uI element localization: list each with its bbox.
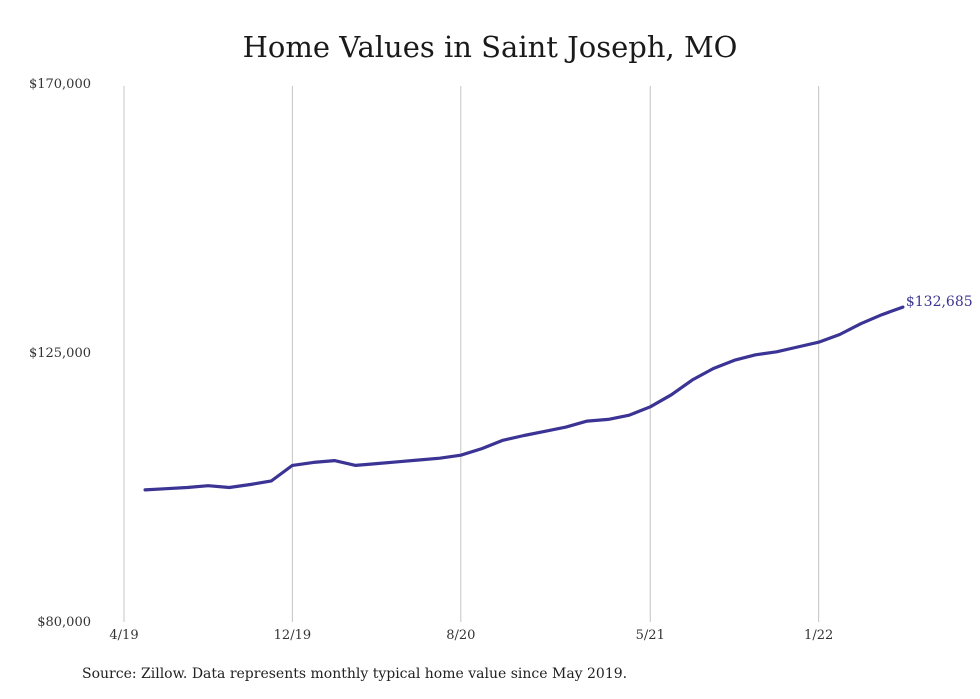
y-tick-label: $80,000: [37, 615, 91, 630]
y-tick-label: $125,000: [29, 346, 91, 361]
end-value-label: $132,685: [906, 294, 973, 310]
chart-title: Home Values in Saint Joseph, MO: [242, 30, 738, 64]
y-axis-ticks: $170,000 $125,000 $80,000: [29, 77, 91, 630]
x-tick-label: 1/22: [804, 628, 833, 643]
y-tick-label: $170,000: [29, 77, 91, 92]
gridlines: [123, 86, 820, 622]
x-tick-label: 5/21: [636, 628, 665, 643]
x-tick-label: 4/19: [109, 628, 138, 643]
series-layer: $132,685: [143, 294, 973, 492]
x-tick-label: 8/20: [446, 628, 475, 643]
x-tick-label: 12/19: [274, 628, 311, 643]
series-line: [143, 305, 905, 492]
x-axis-ticks: 4/19 12/19 8/20 5/21 1/22: [109, 628, 833, 643]
source-note: Source: Zillow. Data represents monthly …: [82, 666, 628, 682]
